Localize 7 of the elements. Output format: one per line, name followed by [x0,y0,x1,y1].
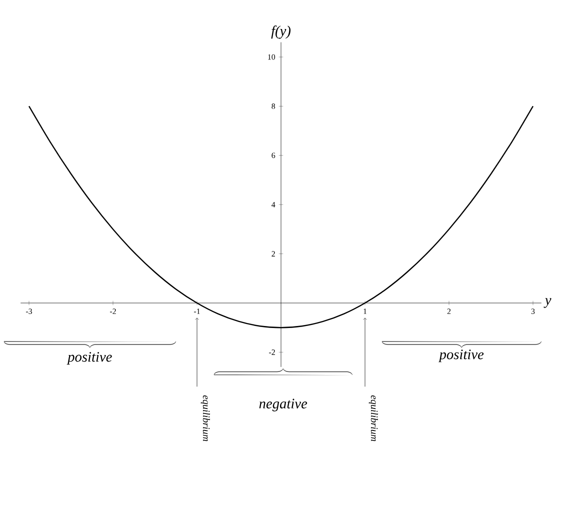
y-axis-title: f(y) [271,26,291,39]
text: equilibrium [368,395,378,442]
x-axis-title: y [544,298,552,308]
annotation: positive [438,350,484,362]
annotation: positive [66,352,112,365]
text: equilibrium [200,395,210,442]
text: negative [259,398,308,412]
